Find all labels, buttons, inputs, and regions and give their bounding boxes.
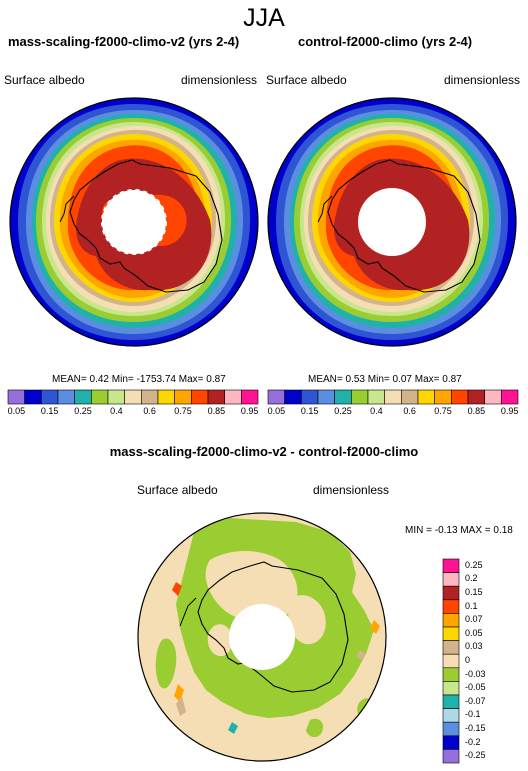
- left-colorbar: [7, 389, 259, 405]
- right-min-value: 0.07: [392, 374, 412, 385]
- right-variable-label: Surface albedo: [266, 73, 347, 87]
- diff-variable-label: Surface albedo: [137, 483, 218, 497]
- colorbar-label: 0.07: [465, 614, 483, 625]
- left-units-label: dimensionless: [181, 73, 258, 87]
- right-mean-label: MEAN=: [308, 374, 343, 385]
- colorbar-swatch: [442, 640, 460, 655]
- colorbar-label: 0.25: [465, 559, 483, 570]
- colorbar-swatch: [442, 735, 460, 750]
- colorbar-label: 0.25: [334, 406, 352, 416]
- right-stats: MEAN= 0.53 Min= 0.07 Max= 0.87: [308, 374, 462, 385]
- colorbar-label: 0.1: [465, 600, 478, 611]
- colorbar-label: 0.15: [300, 406, 319, 416]
- colorbar-swatch: [442, 626, 460, 641]
- right-mean-value: 0.53: [345, 374, 365, 385]
- left-panel-title: mass-scaling-f2000-climo-v2 (yrs 2-4): [8, 34, 240, 49]
- left-max-value: 0.87: [206, 374, 226, 385]
- diff-max-value: 0.18: [493, 525, 513, 536]
- colorbar-swatch: [442, 749, 460, 764]
- left-stats: MEAN= 0.42 Min= -1753.74 Max= 0.87: [52, 374, 226, 385]
- left-mean-label: MEAN=: [52, 374, 87, 385]
- diff-max-label: MAX =: [460, 525, 491, 536]
- right-max-label: Max=: [414, 374, 440, 385]
- colorbar-label: 0.4: [110, 406, 123, 416]
- colorbar-swatch: [442, 708, 460, 723]
- left-variable-label: Surface albedo: [4, 73, 85, 87]
- colorbar-label: -0.2: [465, 736, 481, 747]
- left-min-label: Min=: [111, 374, 134, 385]
- colorbar-label: 0.15: [465, 587, 483, 597]
- colorbar-label: 0.2: [465, 573, 478, 584]
- colorbar-label: 0.85: [467, 406, 486, 416]
- colorbar-swatch: [442, 599, 460, 614]
- diff-min-label: MIN =: [405, 525, 432, 536]
- colorbar-label: 0.4: [370, 406, 383, 416]
- colorbar-label: 0.05: [267, 406, 286, 416]
- colorbar-label: 0.6: [403, 406, 416, 416]
- colorbar-label: 0.15: [40, 406, 59, 416]
- colorbar-swatch: [442, 694, 460, 709]
- colorbar-swatch: [442, 681, 460, 696]
- colorbar-label: -0.1: [465, 709, 481, 720]
- colorbar-label: 0.05: [7, 406, 26, 416]
- diff-units-label: dimensionless: [313, 483, 390, 497]
- colorbar-label: 0.75: [174, 406, 192, 416]
- colorbar-swatch: [241, 389, 259, 405]
- colorbar-label: 0.95: [240, 406, 259, 416]
- left-min-value: -1753.74: [136, 374, 176, 385]
- colorbar-swatch: [442, 653, 460, 669]
- colorbar-swatch: [442, 667, 460, 682]
- colorbar-label: 0: [465, 655, 471, 665]
- colorbar-swatch: [442, 721, 460, 737]
- colorbar-swatch: [442, 585, 460, 601]
- colorbar-label: 0.85: [207, 406, 226, 416]
- colorbar-label: -0.07: [465, 695, 486, 706]
- diff-min-value: -0.13: [434, 525, 458, 536]
- colorbar-label: 0.03: [465, 641, 483, 652]
- right-colorbar: [267, 389, 519, 405]
- colorbar-swatch: [442, 558, 460, 573]
- diff-colorbar-labels: 0.25 0.2 0.15 0.1 0.07 0.05 0.03 0 -0.03 -0.05 -0.…: [465, 559, 515, 763]
- colorbar-label: -0.15: [465, 723, 486, 733]
- colorbar-label: 0.6: [143, 406, 156, 416]
- colorbar-label: -0.05: [465, 682, 486, 693]
- colorbar-swatch: [442, 572, 460, 587]
- right-colorbar-labels: 0.05 0.15 0.25 0.4 0.6 0.75 0.85 0.95: [267, 406, 519, 418]
- colorbar-label: -0.03: [465, 668, 486, 679]
- diff-panel-title: mass-scaling-f2000-climo-v2 - control-f2…: [109, 444, 419, 459]
- colorbar-label: 0.95: [500, 406, 519, 416]
- left-max-label: Max=: [178, 374, 204, 385]
- colorbar-label: 0.25: [74, 406, 92, 416]
- left-mean-value: 0.42: [89, 374, 109, 385]
- season-title: JJA: [243, 4, 285, 32]
- colorbar-label: -0.25: [465, 750, 486, 761]
- colorbar-swatch: [442, 613, 460, 628]
- right-panel-title: control-f2000-climo (yrs 2-4): [298, 34, 473, 49]
- diff-stats: MIN = -0.13 MAX = 0.18: [405, 525, 513, 536]
- colorbar-label: 0.05: [465, 627, 483, 638]
- colorbar-swatch: [501, 389, 519, 405]
- diff-colorbar: [442, 558, 460, 764]
- left-colorbar-labels: 0.05 0.15 0.25 0.4 0.6 0.75 0.85 0.95: [7, 406, 259, 418]
- right-max-value: 0.87: [442, 374, 462, 385]
- colorbar-label: 0.75: [434, 406, 452, 416]
- right-min-label: Min=: [367, 374, 390, 385]
- right-units-label: dimensionless: [444, 73, 521, 87]
